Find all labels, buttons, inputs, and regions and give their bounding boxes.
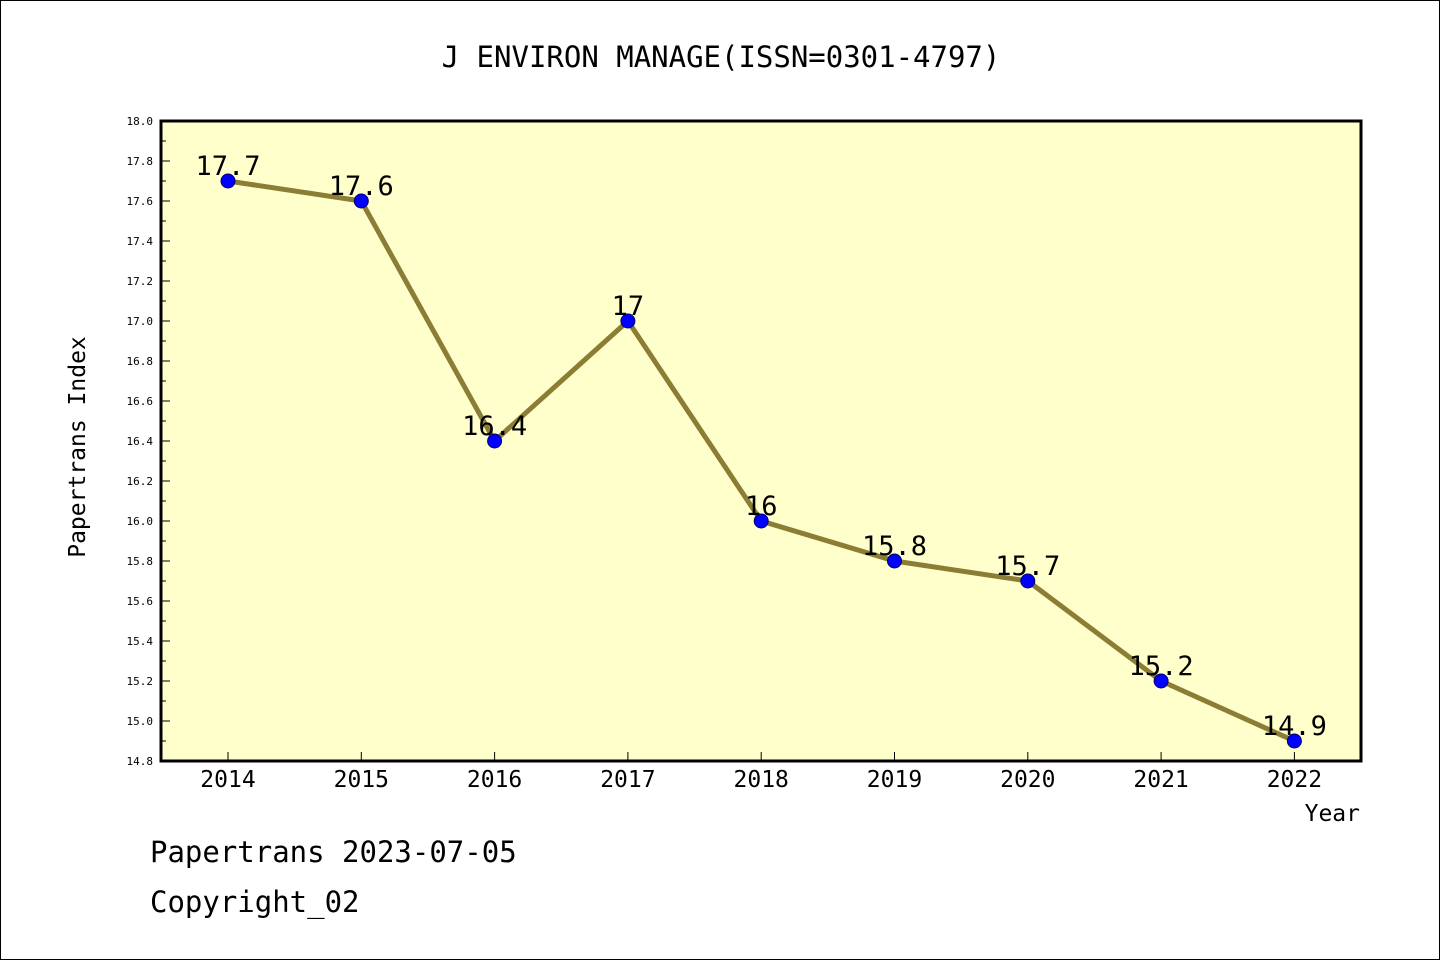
data-label: 17.7 xyxy=(195,151,260,182)
x-tick-label: 2014 xyxy=(200,767,255,793)
y-tick-label: 16.8 xyxy=(127,355,154,368)
x-tick-label: 2015 xyxy=(334,767,389,793)
y-tick-label: 15.2 xyxy=(127,675,154,688)
x-tick-label: 2016 xyxy=(467,767,522,793)
y-tick-label: 15.8 xyxy=(127,555,154,568)
y-tick-label: 17.6 xyxy=(127,195,154,208)
x-axis: 2014 2015 2016 2017 2018 2019 2020 2021 2022 xyxy=(200,752,1322,793)
data-markers xyxy=(220,173,1302,749)
plot-area xyxy=(159,119,1363,763)
footer-date: Papertrans 2023-07-05 xyxy=(150,835,517,869)
data-point xyxy=(753,513,769,529)
data-point xyxy=(887,553,902,569)
data-label: 15.8 xyxy=(862,531,927,562)
data-point xyxy=(220,173,236,189)
data-label: 15.2 xyxy=(1129,651,1194,682)
y-tick-label: 17.8 xyxy=(127,155,154,168)
y-tick-label: 16.4 xyxy=(127,435,154,448)
y-tick-label: 14.8 xyxy=(127,755,154,768)
data-label: 14.9 xyxy=(1262,711,1327,742)
data-labels: 17.7 17.6 16.4 17 16 15.8 15.7 15.2 14.9 xyxy=(195,151,1326,742)
y-tick-label: 17.2 xyxy=(127,275,154,288)
y-tick-label: 16.0 xyxy=(127,515,154,528)
data-label: 16.4 xyxy=(462,411,527,442)
chart-title: J ENVIRON MANAGE(ISSN=0301-4797) xyxy=(442,40,1001,74)
footer-copyright: Copyright_02 xyxy=(150,885,360,919)
y-tick-label: 18.0 xyxy=(127,115,154,128)
y-tick-label: 17.4 xyxy=(127,235,154,248)
x-tick-label: 2017 xyxy=(600,767,655,793)
data-point xyxy=(620,313,636,329)
y-axis: 14.8 15.0 15.2 15.4 15.6 15.8 16.0 16.2 16.4 16.6… xyxy=(127,115,170,768)
y-tick-label: 16.6 xyxy=(127,395,154,408)
data-point xyxy=(353,193,369,209)
y-tick-label: 17.0 xyxy=(127,315,154,328)
data-label: 17 xyxy=(612,291,645,322)
y-tick-label: 16.2 xyxy=(127,475,154,488)
data-label: 16 xyxy=(745,491,778,522)
data-point xyxy=(1286,733,1302,749)
x-tick-label: 2018 xyxy=(734,767,789,793)
y-tick-label: 15.0 xyxy=(127,715,154,728)
x-tick-label: 2019 xyxy=(867,767,922,793)
y-axis-label: Papertrans Index xyxy=(65,336,91,558)
y-tick-label: 15.6 xyxy=(127,595,154,608)
data-point xyxy=(487,433,503,449)
x-axis-label: Year xyxy=(1305,801,1360,827)
data-label: 17.6 xyxy=(329,171,394,202)
x-tick-label: 2021 xyxy=(1133,767,1188,793)
data-point xyxy=(1020,573,1036,589)
x-tick-label: 2020 xyxy=(1000,767,1055,793)
x-tick-label: 2022 xyxy=(1267,767,1322,793)
y-tick-label: 15.4 xyxy=(127,635,154,648)
data-point xyxy=(1153,673,1169,689)
data-label: 15.7 xyxy=(995,551,1060,582)
